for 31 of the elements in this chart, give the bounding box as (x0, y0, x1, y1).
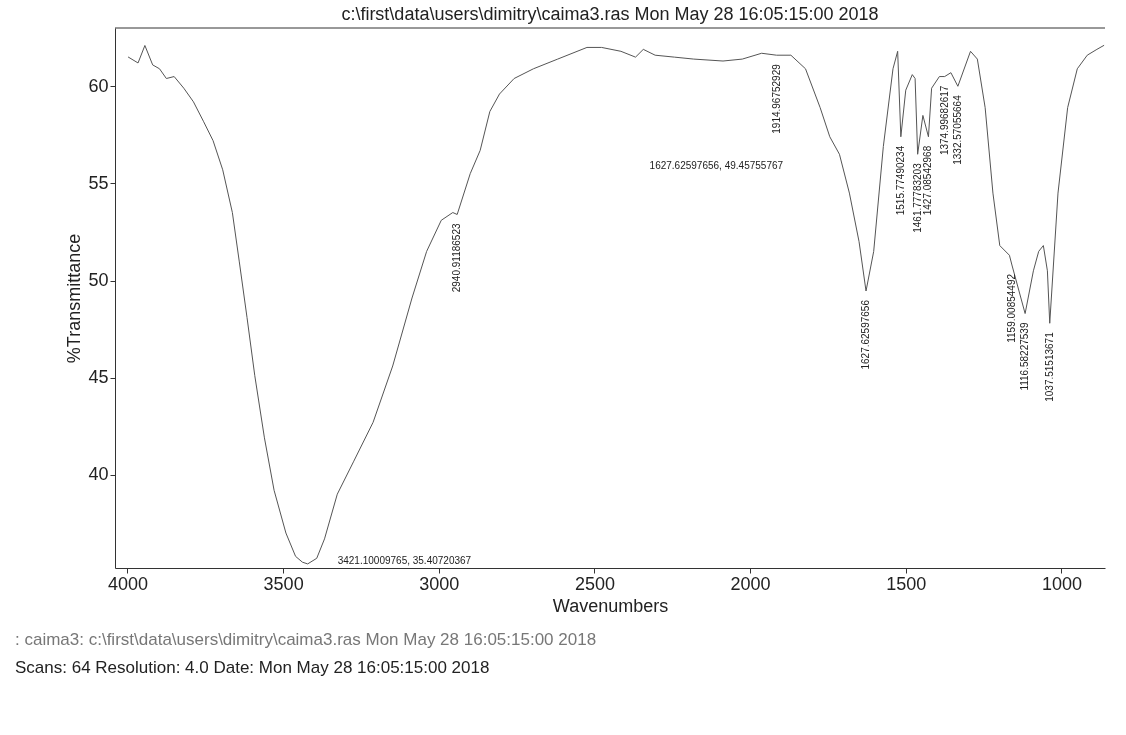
y-tick-label: 45 (88, 367, 109, 388)
chart-title: c:\first\data\users\dimitry\caima3.ras Mon May 28 16:05:15:00 2018 (341, 3, 879, 24)
annotation: 1159.00854492 (1005, 273, 1017, 343)
annotation: 1627.62597656, 49.45755767 (649, 159, 784, 171)
annotation: 1037.51513671 (1043, 331, 1055, 402)
x-tick-label: 3500 (263, 573, 304, 594)
x-tick-label: 1500 (886, 573, 927, 594)
annotation: 1914.96752929 (770, 63, 782, 134)
annotation: 3421.10009765, 35.40720367 (337, 554, 472, 566)
y-tick-label: 50 (88, 270, 109, 291)
annotation: 1461.77783203 (911, 162, 923, 233)
annotation: 2940.91186523 (451, 223, 463, 293)
y-tick-label: 55 (88, 172, 109, 193)
x-axis-title: Wavenumbers (552, 595, 669, 616)
annotation: 1515.77490234 (894, 145, 906, 216)
annotation: 1427.08542968 (922, 145, 934, 216)
y-axis-title: %Transmittance (64, 233, 85, 364)
annotation: 1116.58227539 (1019, 322, 1031, 391)
y-tick-label: 60 (88, 75, 109, 96)
y-tick-label: 40 (88, 464, 109, 485)
text: Scans: 64 Resolution: 4.0 Date: Mon May 28 16:05:15:00 2018 (15, 658, 490, 677)
annotation: 1627.62597656 (860, 299, 872, 370)
x-tick-label: 2000 (730, 573, 771, 594)
annotation: 1332.57055664 (951, 94, 963, 165)
x-tick-label: 3000 (419, 573, 460, 594)
line-series (127, 44, 1105, 565)
annotation: 1374.99682617 (938, 85, 950, 156)
x-tick-label: 4000 (107, 573, 148, 594)
x-tick-label: 1000 (1041, 573, 1082, 594)
text: : caima3: c:\first\data\users\dimitry\caima3.ras Mon May 28 16:05:15:00 2018 (15, 630, 597, 649)
x-tick-label: 2500 (574, 573, 615, 594)
